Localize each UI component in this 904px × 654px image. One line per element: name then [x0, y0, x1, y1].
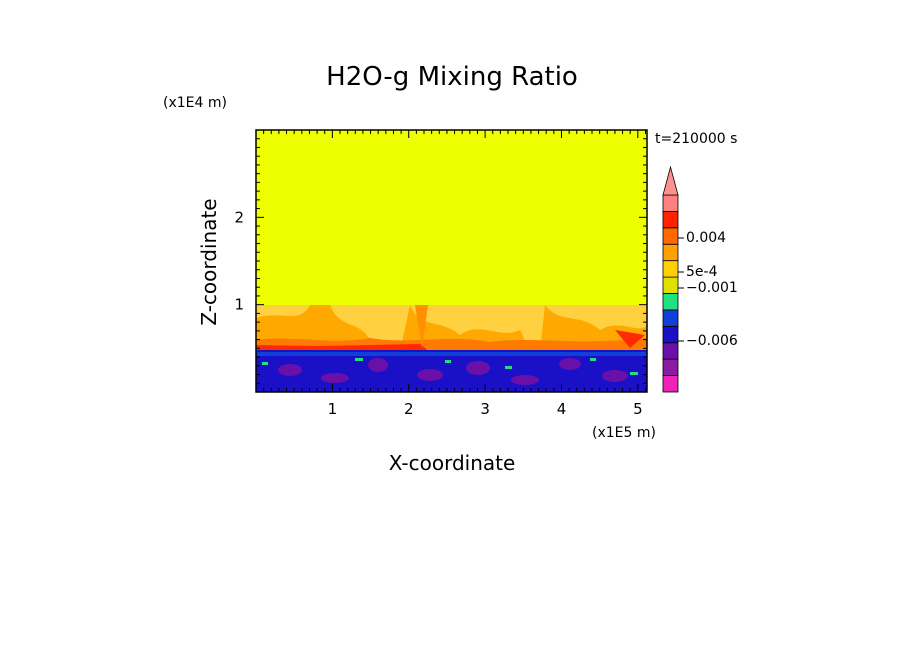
x-tick-label: 5 [633, 400, 643, 418]
colorbar-tick-label: 5e-4 [686, 264, 718, 280]
colorbar-swatch [662, 260, 679, 278]
colorbar-swatch [662, 375, 679, 393]
colorbar-tick-label: −0.006 [686, 333, 738, 349]
colorbar-tick-label: −0.001 [686, 280, 738, 296]
colorbar: 0.004 5e-4−0.001 −0.006 [662, 165, 738, 393]
colorbar-tick-label: 0.004 [686, 230, 726, 246]
boundary-eddies [278, 358, 628, 385]
boundary-layer-fill [256, 350, 647, 392]
colorbar-extend-arrow [662, 165, 679, 196]
colorbar-swatch [662, 211, 679, 229]
colorbar-swatch [662, 358, 679, 376]
time-label: t=210000 s [655, 131, 737, 147]
colorbar-swatch [662, 276, 679, 294]
mixing-streak [615, 330, 645, 348]
x-axis-label: X-coordinate [389, 451, 516, 475]
colorbar-swatch [662, 243, 679, 262]
x-tick-label: 2 [404, 400, 414, 418]
y-tick-label: 2 [234, 208, 244, 226]
x-axis: 1 2 3 4 5 [263, 130, 646, 418]
mixing-streak [415, 305, 428, 348]
contour-field [256, 130, 647, 392]
colorbar-swatch [662, 227, 679, 245]
boundary-streaks [262, 358, 638, 375]
colorbar-swatch [662, 325, 679, 344]
y-unit-label: (x1E4 m) [163, 95, 227, 111]
colorbar-swatch [662, 309, 679, 327]
y-tick-label: 1 [234, 296, 244, 314]
mixing-plume [540, 305, 647, 352]
colorbar-swatch [662, 342, 679, 360]
y-axis: 12 [234, 138, 647, 384]
y-axis-label: Z-coordinate [197, 198, 221, 325]
colorbar-swatch [662, 293, 679, 311]
x-tick-label: 4 [557, 400, 567, 418]
chart-title: H2O-g Mixing Ratio [326, 62, 578, 92]
x-tick-label: 1 [328, 400, 338, 418]
x-tick-label: 3 [480, 400, 490, 418]
colorbar-swatch [662, 194, 679, 212]
boundary-band [256, 352, 647, 356]
x-unit-label: (x1E5 m) [592, 425, 656, 441]
